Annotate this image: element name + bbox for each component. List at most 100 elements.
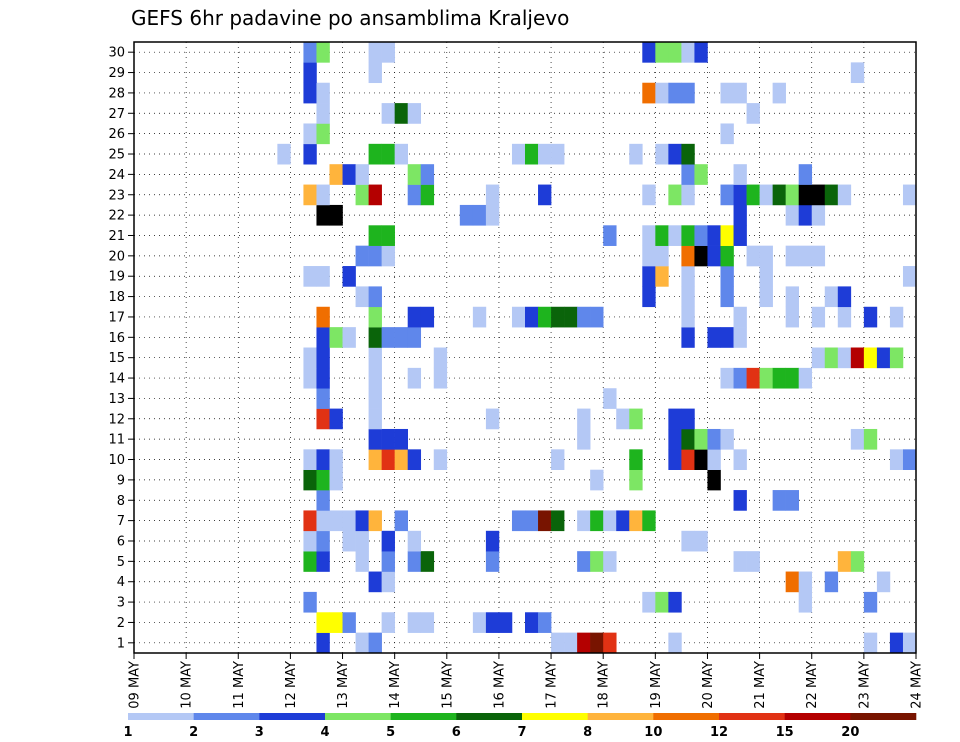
data-cells xyxy=(277,42,917,654)
heat-cell xyxy=(668,143,682,165)
heat-cell xyxy=(850,428,865,450)
heat-cell xyxy=(355,510,369,532)
heat-cell xyxy=(694,428,708,450)
heat-cell xyxy=(316,469,330,491)
heat-cell xyxy=(902,184,917,206)
heat-cell xyxy=(733,204,747,226)
legend-swatch xyxy=(719,713,785,720)
heat-cell xyxy=(889,632,904,654)
heat-cell xyxy=(681,245,695,267)
heat-cell xyxy=(850,347,865,369)
legend-label: 6 xyxy=(452,725,461,740)
heat-cell xyxy=(316,347,330,369)
heat-cell xyxy=(603,225,617,246)
heat-cell xyxy=(316,184,330,206)
heat-cell xyxy=(837,184,852,206)
legend-swatch xyxy=(653,713,720,720)
y-tick-label: 13 xyxy=(108,392,125,407)
heat-cell xyxy=(694,42,708,63)
x-tick-label: 12 MAY xyxy=(284,661,299,709)
heat-cell xyxy=(655,266,669,287)
heat-cell xyxy=(394,510,408,532)
heat-cell xyxy=(459,204,474,226)
heat-cell xyxy=(329,449,343,470)
heat-cell xyxy=(485,184,500,206)
y-tick-label: 12 xyxy=(108,412,125,427)
heat-cell xyxy=(733,184,747,206)
legend-swatch xyxy=(325,713,391,720)
heat-cell xyxy=(303,42,317,63)
heat-cell xyxy=(368,225,382,246)
heat-cell xyxy=(368,388,382,409)
heat-cell xyxy=(655,82,669,104)
heat-cell xyxy=(655,225,669,246)
x-tick-label: 17 MAY xyxy=(545,661,560,709)
heat-cell xyxy=(720,266,734,287)
heat-cell xyxy=(642,286,656,308)
heat-cell xyxy=(303,469,317,491)
heat-cell xyxy=(538,143,552,165)
heat-cell xyxy=(681,286,695,308)
heat-cell xyxy=(420,612,435,633)
heat-cell xyxy=(824,286,839,308)
heat-cell xyxy=(733,82,747,104)
heat-cell xyxy=(681,82,695,104)
y-tick-label: 20 xyxy=(108,249,125,264)
heat-cell xyxy=(707,469,721,491)
y-tick-label: 4 xyxy=(117,575,125,590)
heat-cell xyxy=(577,551,591,572)
heat-cell xyxy=(811,204,826,226)
heat-cell xyxy=(407,449,422,470)
heat-cell xyxy=(316,327,330,348)
heat-cell xyxy=(303,510,317,532)
legend-label: 20 xyxy=(841,725,859,740)
heat-cell xyxy=(668,449,682,470)
heat-cell xyxy=(642,245,656,267)
heat-cell xyxy=(590,551,604,572)
heat-cell xyxy=(785,367,799,389)
heat-cell xyxy=(316,306,330,328)
heat-cell xyxy=(603,551,617,572)
heat-cell xyxy=(303,551,317,572)
heat-cell xyxy=(316,42,330,63)
legend-swatch xyxy=(587,713,654,720)
heat-cell xyxy=(681,306,695,328)
heat-cell xyxy=(642,266,656,287)
heat-cell xyxy=(863,591,878,613)
heat-cell xyxy=(511,306,526,328)
heat-cell xyxy=(668,225,682,246)
heat-cell xyxy=(316,388,330,409)
x-tick-label: 18 MAY xyxy=(597,661,612,709)
heat-cell xyxy=(329,510,343,532)
heat-cell xyxy=(355,632,369,654)
heat-cell xyxy=(577,510,591,532)
x-tick-label: 09 MAY xyxy=(128,661,143,709)
heat-cell xyxy=(420,306,435,328)
heat-cell xyxy=(863,306,878,328)
heat-cell xyxy=(837,306,852,328)
heat-cell xyxy=(642,510,656,532)
heat-cell xyxy=(381,245,395,267)
heat-cell xyxy=(655,591,669,613)
heat-cell xyxy=(316,266,330,287)
heat-cell xyxy=(616,408,630,430)
heat-cell xyxy=(811,347,826,369)
heat-cell xyxy=(303,143,317,165)
heat-cell xyxy=(355,184,369,206)
y-tick-label: 30 xyxy=(108,46,125,61)
heat-cell xyxy=(485,204,500,226)
heat-cell xyxy=(681,164,695,185)
heat-cell xyxy=(720,123,734,145)
heat-cell xyxy=(511,143,526,165)
heat-cell xyxy=(720,245,734,267)
heat-cell xyxy=(577,306,591,328)
y-tick-label: 6 xyxy=(117,534,125,549)
x-tick-label: 22 MAY xyxy=(805,661,820,709)
heat-cell xyxy=(759,266,773,287)
heat-cell xyxy=(368,42,382,63)
heat-cell xyxy=(316,82,330,104)
heat-cell xyxy=(316,530,330,552)
heat-cell xyxy=(642,42,656,63)
heat-cell xyxy=(655,42,669,63)
heat-cell xyxy=(785,571,799,593)
